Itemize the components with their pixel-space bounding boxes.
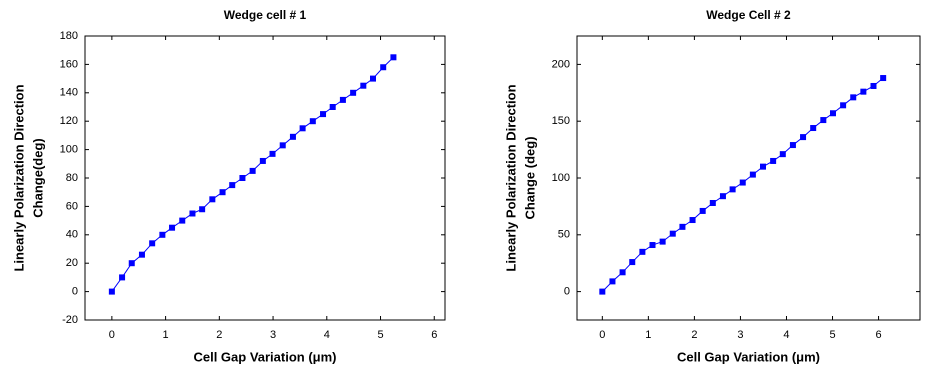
y-tick-label: 80 (66, 172, 78, 184)
axis-title: Linearly Polarization Direction (503, 84, 518, 271)
data-point (599, 288, 606, 295)
data-point (350, 89, 357, 96)
data-point (800, 134, 807, 141)
y-tick-label: 40 (66, 229, 78, 241)
data-point (320, 111, 327, 118)
data-point (609, 278, 616, 285)
y-tick-label: -20 (62, 314, 78, 326)
axis-title: Linearly Polarization Direction (11, 84, 26, 271)
x-tick-label: 0 (599, 329, 605, 341)
data-point (138, 251, 145, 258)
data-point (689, 217, 696, 224)
y-tick-label: 60 (66, 200, 78, 212)
data-point (119, 274, 126, 281)
data-point (739, 179, 746, 186)
y-tick-label: 200 (552, 58, 570, 70)
x-tick-label: 3 (737, 329, 743, 341)
data-point (380, 64, 387, 71)
data-point (289, 133, 296, 140)
x-tick-label: 6 (431, 329, 437, 341)
data-point (880, 75, 887, 82)
data-point (128, 260, 135, 267)
data-point (639, 248, 646, 255)
data-point (820, 117, 827, 124)
data-point (249, 167, 256, 174)
x-tick-label: 2 (691, 329, 697, 341)
title: Wedge cell # 1 (224, 8, 307, 22)
data-point (279, 142, 286, 149)
y-tick-label: 180 (60, 30, 78, 42)
data-point (679, 223, 686, 230)
data-point (209, 196, 216, 203)
data-point (829, 110, 836, 117)
data-point (189, 210, 196, 217)
data-point (629, 259, 636, 266)
data-point (719, 193, 726, 200)
data-point (659, 238, 666, 245)
data-point (699, 207, 706, 214)
data-point (269, 150, 276, 157)
data-point (770, 157, 777, 164)
x-tick-label: 5 (377, 329, 383, 341)
x-tick-label: 0 (109, 329, 115, 341)
x-tick-label: 4 (783, 329, 789, 341)
data-point (179, 217, 186, 224)
x-tick-label: 3 (270, 329, 276, 341)
y-tick-label: 0 (564, 286, 570, 298)
data-point (390, 54, 397, 61)
x-tick-label: 5 (829, 329, 835, 341)
data-point (709, 199, 716, 206)
data-point (259, 157, 266, 164)
y-tick-label: 150 (552, 115, 570, 127)
x-tick-label: 6 (876, 329, 882, 341)
data-point (669, 230, 676, 237)
axis-title: Change (deg) (522, 136, 537, 219)
data-point (810, 125, 817, 132)
y-tick-label: 120 (60, 115, 78, 127)
data-point (779, 151, 786, 158)
data-point (199, 206, 206, 213)
y-tick-label: 100 (552, 172, 570, 184)
data-point (309, 118, 316, 125)
title: Wedge Cell # 2 (706, 8, 791, 22)
y-tick-label: 100 (60, 144, 78, 156)
axis-title: Change(deg) (30, 138, 45, 217)
plot-frame (84, 35, 446, 321)
x-tick-label: 1 (163, 329, 169, 341)
data-point (860, 88, 867, 95)
data-point (169, 224, 176, 231)
data-point (299, 125, 306, 132)
data-point (729, 186, 736, 193)
x-tick-label: 1 (645, 329, 651, 341)
y-tick-label: 140 (60, 87, 78, 99)
data-point (219, 189, 226, 196)
y-tick-label: 20 (66, 257, 78, 269)
data-point (370, 75, 376, 82)
data-point (649, 242, 656, 249)
data-point (619, 269, 626, 276)
x-tick-label: 4 (324, 329, 330, 341)
data-point (840, 102, 847, 109)
data-point (760, 163, 767, 170)
data-point (870, 82, 877, 89)
data-point (339, 96, 346, 103)
data-point (850, 94, 857, 101)
data-point (108, 288, 115, 295)
y-tick-label: 160 (60, 58, 78, 70)
data-point (329, 104, 336, 110)
data-point (749, 171, 756, 178)
data-point (360, 82, 367, 89)
data-point (159, 231, 166, 238)
y-tick-label: 0 (72, 286, 78, 298)
axis-title: Cell Gap Variation (μm) (677, 349, 820, 364)
data-point (149, 240, 156, 247)
axis-title: Cell Gap Variation (μm) (193, 349, 336, 364)
y-tick-label: 50 (558, 229, 570, 241)
x-tick-label: 2 (216, 329, 222, 341)
data-point (789, 142, 796, 149)
data-point (229, 182, 236, 189)
data-point (239, 175, 246, 181)
